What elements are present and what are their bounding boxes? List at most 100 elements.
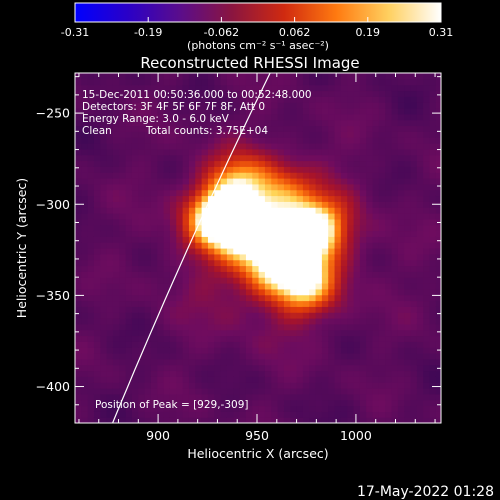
heatmap-cell bbox=[347, 201, 355, 208]
heatmap-cell bbox=[239, 259, 247, 267]
heatmap-cell bbox=[334, 323, 342, 331]
heatmap-cell bbox=[334, 96, 342, 103]
heatmap-cell bbox=[283, 224, 291, 232]
solar-limb-line bbox=[112, 73, 271, 423]
heatmap-cell bbox=[366, 353, 374, 360]
heatmap-cell bbox=[410, 131, 418, 138]
heatmap-cell bbox=[100, 90, 108, 97]
heatmap-cell bbox=[385, 113, 393, 121]
heatmap-cell bbox=[410, 189, 418, 197]
heatmap-cell bbox=[423, 312, 431, 319]
heatmap-cell bbox=[353, 248, 361, 255]
heatmap-cell bbox=[195, 353, 203, 360]
heatmap-cell bbox=[385, 265, 393, 272]
heatmap-cell bbox=[93, 78, 101, 86]
heatmap-cell bbox=[226, 318, 234, 325]
heatmap-cell bbox=[157, 96, 165, 103]
heatmap-cell bbox=[220, 213, 228, 220]
heatmap-cell bbox=[220, 148, 228, 156]
heatmap-cell bbox=[75, 358, 82, 366]
heatmap-cell bbox=[144, 253, 152, 261]
heatmap-cell bbox=[366, 131, 374, 138]
heatmap-cell bbox=[328, 207, 336, 214]
heatmap-cell bbox=[385, 160, 393, 167]
heatmap-cell bbox=[169, 195, 177, 202]
heatmap-cell bbox=[131, 172, 139, 179]
heatmap-cell bbox=[75, 84, 82, 92]
heatmap-cell bbox=[163, 195, 171, 202]
heatmap-cell bbox=[195, 143, 203, 150]
heatmap-cell bbox=[264, 370, 272, 377]
heatmap-cell bbox=[429, 90, 437, 97]
heatmap-cell bbox=[340, 148, 348, 156]
heatmap-cell bbox=[385, 376, 393, 383]
heatmap-cell bbox=[296, 329, 304, 337]
heatmap-cell bbox=[207, 178, 215, 185]
heatmap-cell bbox=[214, 382, 222, 389]
heatmap-cell bbox=[176, 405, 184, 412]
heatmap-cell bbox=[277, 201, 285, 208]
heatmap-cell bbox=[176, 108, 184, 115]
heatmap-cell bbox=[328, 166, 336, 173]
heatmap-cell bbox=[157, 102, 165, 109]
heatmap-cell bbox=[245, 358, 253, 366]
heatmap-cell bbox=[391, 300, 399, 307]
heatmap-cell bbox=[239, 271, 247, 278]
heatmap-cell bbox=[226, 131, 234, 138]
heatmap-cell bbox=[404, 347, 412, 354]
heatmap-cell bbox=[239, 201, 247, 208]
heatmap-cell bbox=[163, 312, 171, 319]
heatmap-cell bbox=[429, 218, 437, 226]
heatmap-cell bbox=[378, 137, 386, 144]
heatmap-cell bbox=[188, 358, 196, 366]
heatmap-cell bbox=[233, 294, 241, 302]
heatmap-cell bbox=[366, 183, 374, 191]
heatmap-cell bbox=[302, 108, 310, 115]
heatmap-cell bbox=[169, 236, 177, 243]
heatmap-cell bbox=[321, 318, 329, 325]
heatmap-cell bbox=[271, 143, 279, 150]
heatmap-cell bbox=[112, 125, 120, 132]
heatmap-cell bbox=[169, 417, 177, 423]
heatmap-cell bbox=[239, 131, 247, 138]
heatmap-cell bbox=[144, 382, 152, 389]
heatmap-cell bbox=[87, 213, 95, 220]
heatmap-cell bbox=[435, 108, 441, 115]
heatmap-cell bbox=[340, 248, 348, 255]
heatmap-cell bbox=[397, 236, 405, 243]
heatmap-cell bbox=[302, 370, 310, 377]
heatmap-cell bbox=[112, 364, 120, 372]
heatmap-cell bbox=[195, 148, 203, 156]
heatmap-cell bbox=[258, 329, 266, 337]
heatmap-cell bbox=[385, 312, 393, 319]
heatmap-cell bbox=[302, 323, 310, 331]
heatmap-cell bbox=[144, 160, 152, 167]
heatmap-cell bbox=[233, 376, 241, 383]
heatmap-cell bbox=[106, 183, 114, 191]
heatmap-cell bbox=[100, 113, 108, 121]
heatmap-cell bbox=[182, 119, 190, 127]
heatmap-cell bbox=[283, 329, 291, 337]
heatmap-cell bbox=[277, 224, 285, 232]
heatmap-cell bbox=[176, 376, 184, 383]
heatmap-cell bbox=[315, 417, 323, 423]
heatmap-cell bbox=[119, 195, 127, 202]
heatmap-cell bbox=[340, 195, 348, 202]
heatmap-cell bbox=[188, 329, 196, 337]
heatmap-cell bbox=[150, 370, 158, 377]
heatmap-cell bbox=[410, 376, 418, 383]
heatmap-cell bbox=[207, 154, 215, 162]
heatmap-cell bbox=[315, 341, 323, 348]
heatmap-cell bbox=[334, 189, 342, 197]
heatmap-cell bbox=[258, 73, 266, 80]
heatmap-cell bbox=[233, 201, 241, 208]
heatmap-cell bbox=[125, 382, 133, 389]
heatmap-cell bbox=[423, 399, 431, 407]
heatmap-cell bbox=[157, 84, 165, 92]
heatmap-cell bbox=[416, 399, 424, 407]
heatmap-cell bbox=[296, 248, 304, 255]
heatmap-cell bbox=[207, 224, 215, 232]
heatmap-cell bbox=[410, 382, 418, 389]
heatmap-cell bbox=[353, 283, 361, 290]
heatmap-cell bbox=[131, 131, 139, 138]
